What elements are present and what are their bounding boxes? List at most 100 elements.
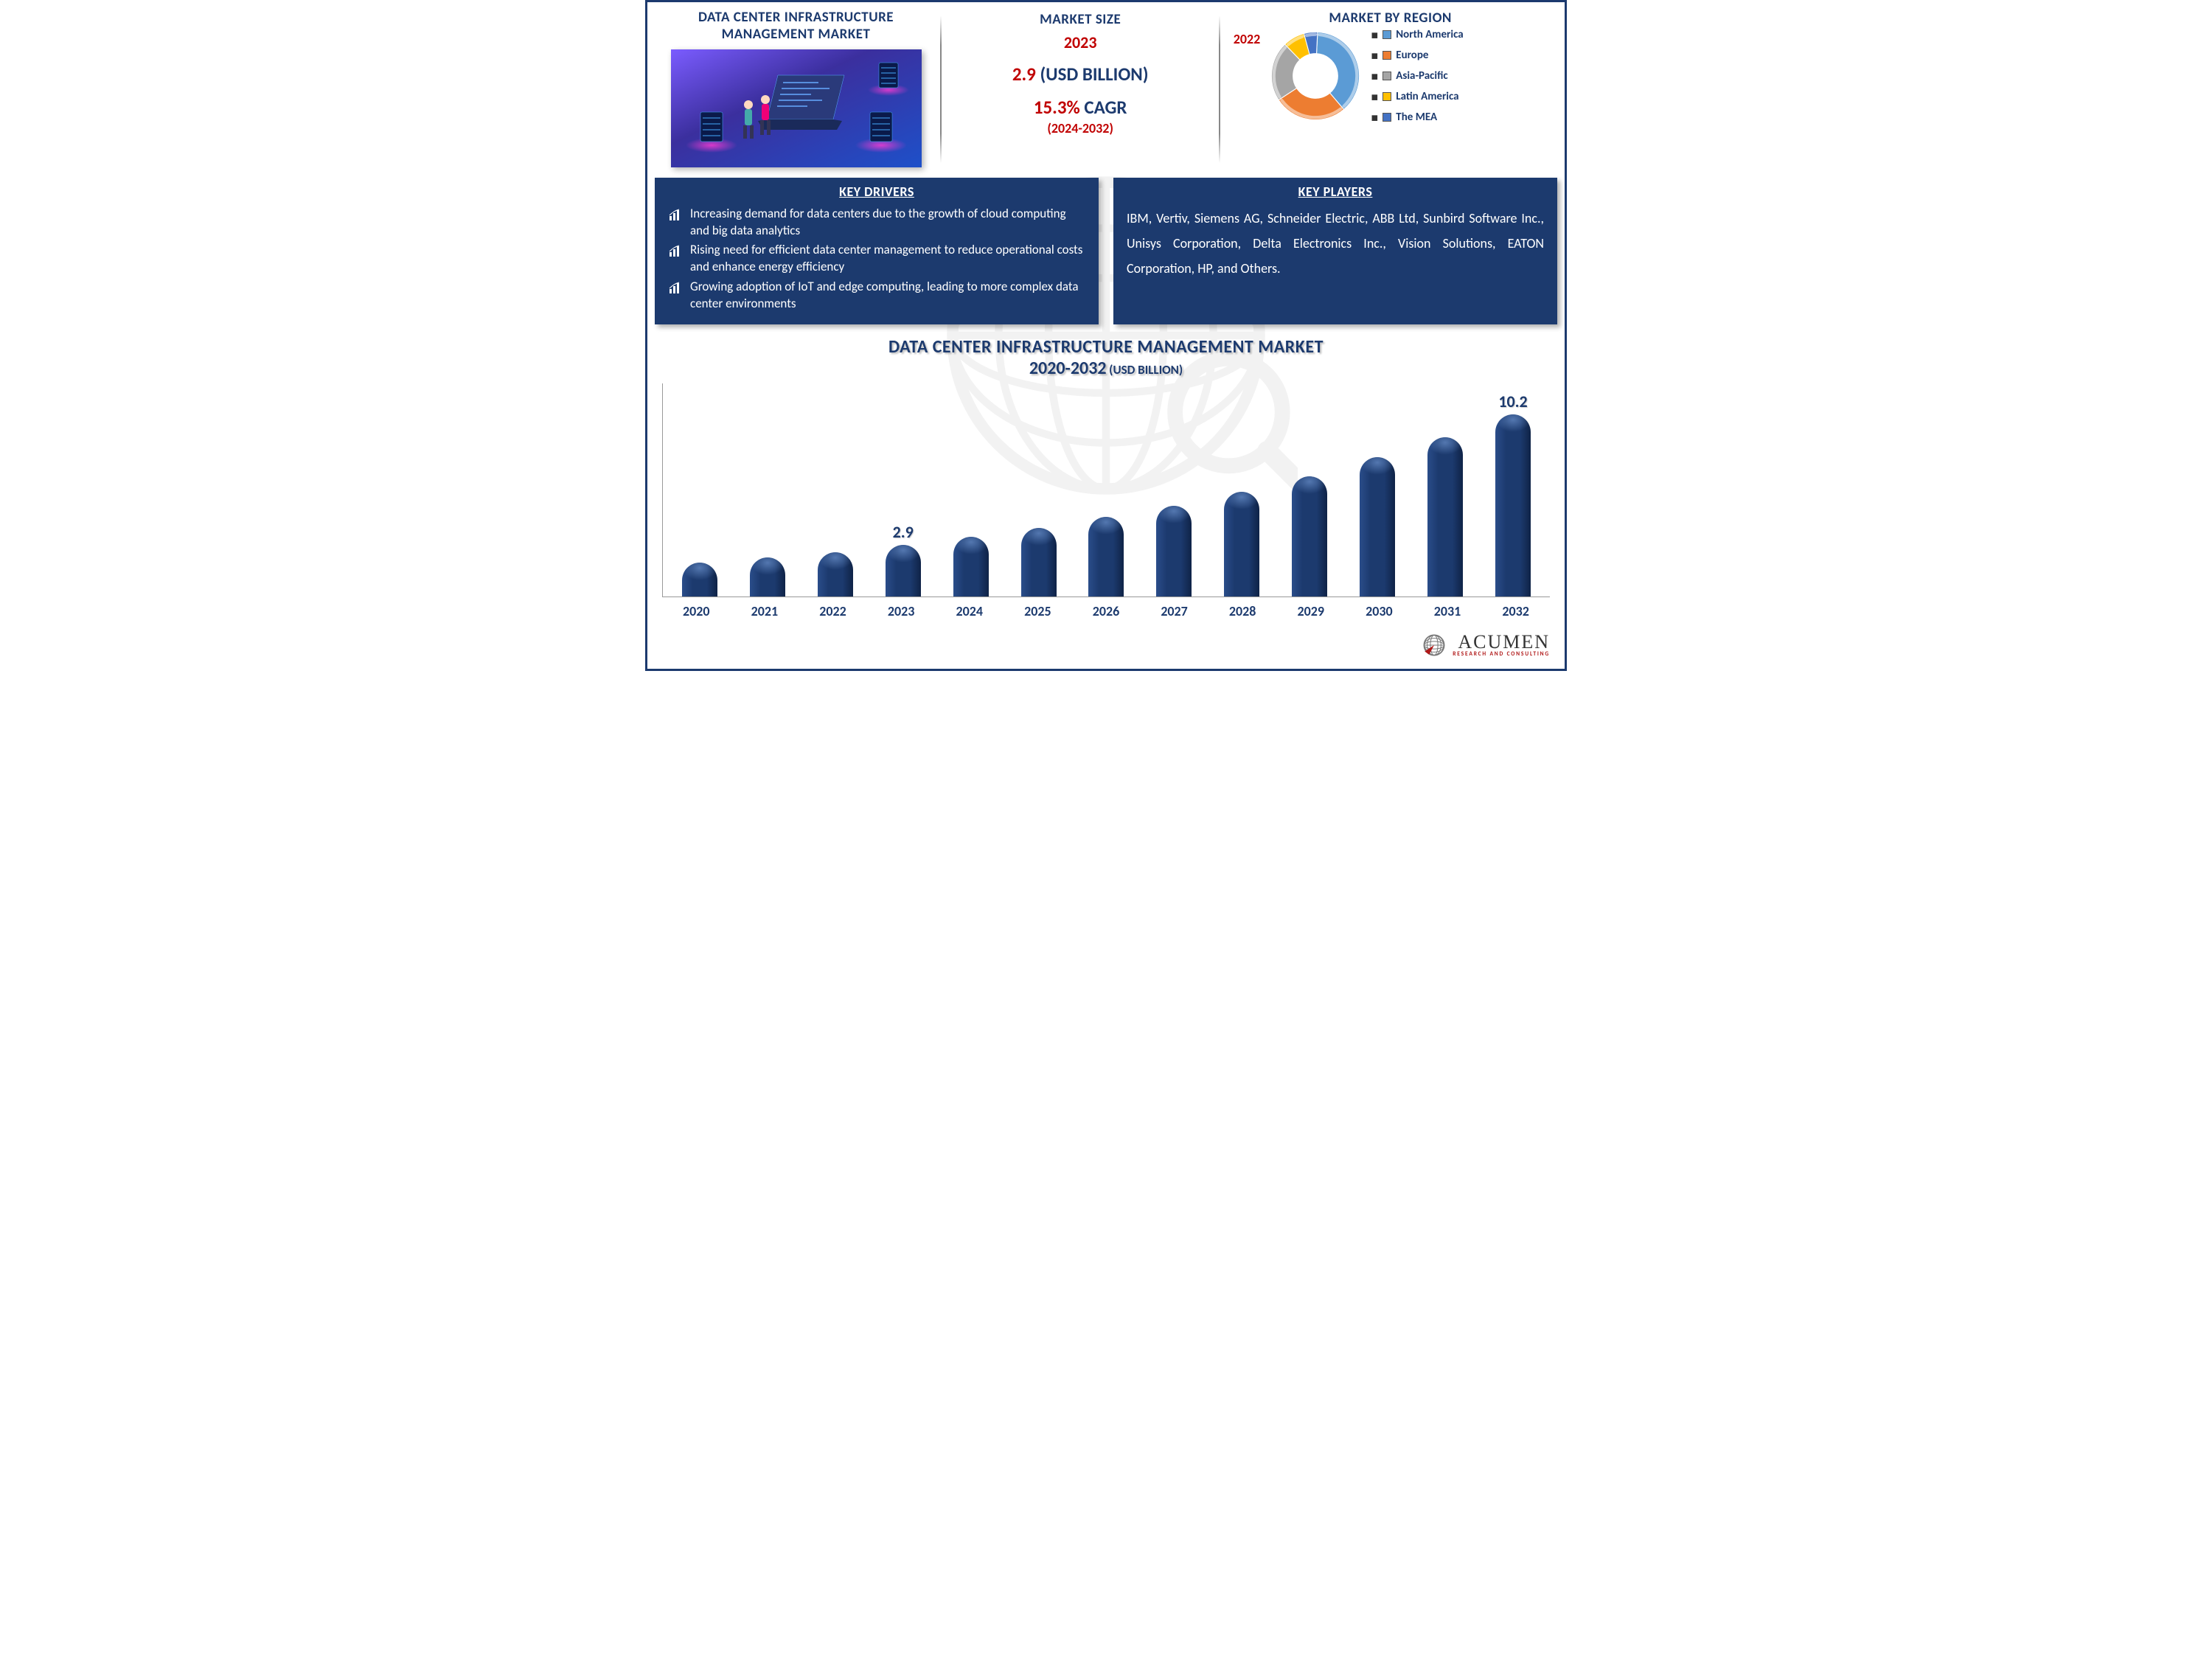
x-axis-label: 2028 [1208,603,1277,619]
page-title: DATA CENTER INFRASTRUCTURE MANAGEMENT MA… [655,10,937,44]
bar [886,545,921,597]
driver-item: Growing adoption of IoT and edge computi… [668,279,1085,313]
market-size-column: MARKET SIZE 2023 2.9 (USD BILLION) 15.3%… [945,10,1216,136]
chart-title-line-1: DATA CENTER INFRASTRUCTURE MANAGEMENT MA… [655,336,1557,358]
bar-slot [1005,383,1073,597]
bar-chart-section: DATA CENTER INFRASTRUCTURE MANAGEMENT MA… [655,336,1557,619]
x-axis-label: 2020 [662,603,731,619]
bar [1224,492,1259,597]
key-players-box: KEY PLAYERS IBM, Vertiv, Siemens AG, Sch… [1113,178,1557,325]
driver-text: Increasing demand for data centers due t… [690,206,1085,240]
bar-slot: 2.9 [869,383,937,597]
legend-label: The MEA [1396,111,1437,124]
vertical-separator [940,15,942,163]
legend-color-swatch [1382,113,1391,122]
title-column: DATA CENTER INFRASTRUCTURE MANAGEMENT MA… [655,10,937,167]
market-size-heading: MARKET SIZE [952,11,1208,28]
bar-chart: 2.9 10.2 [662,383,1550,597]
key-drivers-box: KEY DRIVERS Increasing demand for data c… [655,178,1099,325]
chart-title-line-2: 2020-2032 (USD BILLION) [655,358,1557,379]
bar-slot [1073,383,1141,597]
bar [1156,506,1192,597]
cagr-period: (2024-2032) [952,120,1208,136]
logo-text: ACUMEN RESEARCH AND CONSULTING [1453,633,1550,658]
x-axis-label: 2024 [935,603,1004,619]
region-donut-chart [1267,28,1363,124]
bar-slot: 10.2 [1479,383,1547,597]
bar [1360,457,1395,597]
bullet-chart-icon [668,280,683,295]
key-drivers-heading: KEY DRIVERS [668,184,1085,200]
market-size-number: 2.9 [1012,63,1036,86]
region-column: MARKET BY REGION 2022 ◼North America◼Eur… [1223,10,1557,131]
legend-marker-icon: ◼ [1371,113,1378,122]
x-axis-label: 2030 [1345,603,1413,619]
logo-tagline: RESEARCH AND CONSULTING [1453,652,1550,658]
bar [1495,414,1531,597]
x-axis-label: 2023 [867,603,936,619]
company-logo: ACUMEN RESEARCH AND CONSULTING [1422,633,1550,658]
bar-slot [1208,383,1276,597]
bar [682,563,717,597]
market-size-year: 2023 [952,32,1208,52]
bar [1427,437,1463,597]
bar-slot [937,383,1005,597]
x-axis-label: 2021 [731,603,799,619]
x-axis-label: 2022 [799,603,867,619]
legend-item: ◼ The MEA [1371,111,1557,124]
x-axis-label: 2029 [1276,603,1345,619]
cagr-label: CAGR [1084,96,1127,119]
key-players-heading: KEY PLAYERS [1127,184,1544,200]
legend-label: Latin America [1396,90,1458,103]
bar-slot [1343,383,1411,597]
bar [1292,476,1327,597]
bar [818,552,853,597]
chart-title-years: 2020-2032 [1029,358,1107,379]
legend-color-swatch [1382,51,1391,60]
bar-value-label: 10.2 [1498,392,1527,411]
market-size-value: 2.9 (USD BILLION) [952,63,1208,86]
region-legend: ◼North America◼Europe◼Asia-Pacific◼Latin… [1371,28,1557,131]
legend-label: North America [1396,28,1463,41]
bar [953,537,989,597]
region-heading: MARKET BY REGION [1223,10,1557,27]
cagr-percent: 15.3% [1034,96,1080,119]
bar [750,557,785,597]
bar-slot [801,383,869,597]
bar-value-label: 2.9 [893,522,914,542]
legend-item: ◼ Latin America [1371,90,1557,103]
legend-item: ◼North America [1371,28,1557,41]
vertical-separator [1219,15,1220,163]
legend-label: Europe [1396,49,1428,62]
logo-name: ACUMEN [1453,633,1550,652]
key-drivers-list: Increasing demand for data centers due t… [668,206,1085,313]
chart-title-unit: (USD BILLION) [1109,362,1183,378]
x-axis-label: 2026 [1072,603,1141,619]
logo-row: ACUMEN RESEARCH AND CONSULTING [655,633,1557,661]
market-size-unit: (USD BILLION) [1040,63,1149,86]
title-line-1: DATA CENTER INFRASTRUCTURE [698,9,894,26]
x-axis-label: 2025 [1004,603,1072,619]
bar-slot [734,383,801,597]
bullet-chart-icon [668,243,683,258]
bar-slot [666,383,734,597]
hero-illustration [671,49,922,167]
legend-item: ◼ Asia-Pacific [1371,69,1557,83]
bar-chart-x-axis: 2020202120222023202420252026202720282029… [662,603,1550,619]
legend-marker-icon: ◼ [1371,51,1378,60]
legend-marker-icon: ◼ [1371,92,1378,102]
x-axis-label: 2031 [1413,603,1482,619]
key-players-text: IBM, Vertiv, Siemens AG, Schneider Elect… [1127,206,1544,282]
legend-marker-icon: ◼ [1371,72,1378,81]
logo-globe-icon [1422,633,1447,658]
legend-item: ◼ Europe [1371,49,1557,62]
top-row: DATA CENTER INFRASTRUCTURE MANAGEMENT MA… [655,10,1557,167]
driver-text: Rising need for efficient data center ma… [690,242,1085,276]
infographic-frame: DATA CENTER INFRASTRUCTURE MANAGEMENT MA… [645,0,1567,671]
cagr-line: 15.3% CAGR [952,96,1208,119]
region-year: 2022 [1223,31,1260,47]
bullet-chart-icon [668,207,683,222]
x-axis-label: 2032 [1481,603,1550,619]
bar-slot [1276,383,1343,597]
legend-label: Asia-Pacific [1396,69,1447,83]
